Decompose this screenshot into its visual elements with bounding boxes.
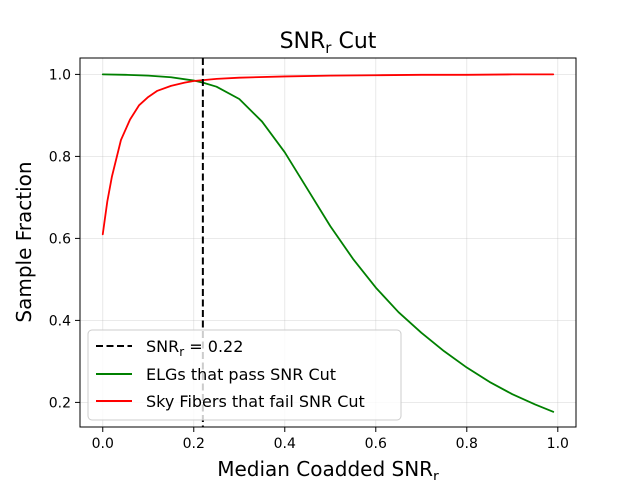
x-tick-label: 0.4 <box>274 436 296 452</box>
legend-label-vline-subscript: r <box>179 345 184 359</box>
y-tick-label: 0.2 <box>49 395 71 411</box>
x-axis-label: Median Coadded SNRr <box>217 457 439 480</box>
legend-frame <box>87 329 402 421</box>
chart-title-subscript: r <box>325 39 332 57</box>
y-axis-ticks: 0.2 0.4 0.6 0.8 1.0 <box>49 67 80 411</box>
x-tick-label: 0.8 <box>456 436 478 452</box>
x-tick-label: 0.0 <box>92 436 114 452</box>
series-layer <box>101 73 555 413</box>
chart-title-main: SNR <box>280 29 326 54</box>
series-line-sky <box>101 73 555 236</box>
y-tick-label: 0.6 <box>49 231 71 247</box>
y-tick-label: 0.4 <box>49 313 71 329</box>
legend-label-vline-suffix: = 0.22 <box>184 337 243 356</box>
x-axis-ticks: 0.0 0.2 0.4 0.6 0.8 1.0 <box>92 427 569 452</box>
x-tick-label: 0.6 <box>365 436 387 452</box>
legend-label-vline: SNRr = 0.22 <box>146 337 243 359</box>
legend-label-elg: ELGs that pass SNR Cut <box>146 365 336 384</box>
x-axis-label-main: Median Coadded SNR <box>217 457 433 480</box>
legend-label-sky: Sky Fibers that fail SNR Cut <box>146 392 365 411</box>
x-axis-label-subscript: r <box>433 469 439 480</box>
legend: SNRr = 0.22 ELGs that pass SNR Cut Sky F… <box>87 329 402 421</box>
series-line-elg <box>101 73 555 413</box>
x-tick-label: 1.0 <box>547 436 569 452</box>
chart-title-suffix: Cut <box>331 29 376 54</box>
y-axis-label: Sample Fraction <box>12 161 36 322</box>
x-tick-label: 0.2 <box>183 436 205 452</box>
y-tick-label: 1.0 <box>49 67 71 83</box>
y-tick-label: 0.8 <box>49 149 71 165</box>
plot-area-frame <box>79 57 577 428</box>
chart-title: SNRr Cut <box>280 29 377 57</box>
legend-label-vline-main: SNR <box>146 337 179 356</box>
